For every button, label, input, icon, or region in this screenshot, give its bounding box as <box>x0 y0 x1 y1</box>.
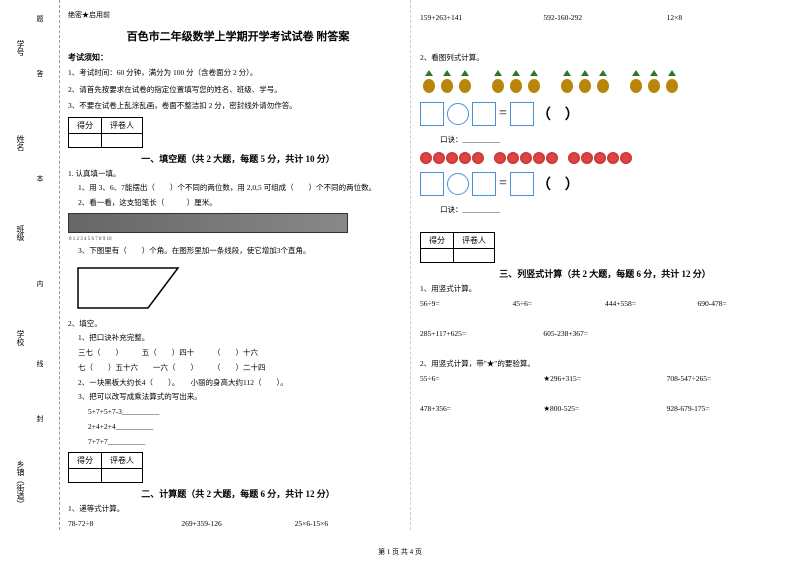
section3-title: 三、列竖式计算（共 2 大题，每题 6 分，共计 12 分） <box>420 267 790 280</box>
s2-q1-label: 1、递等式计算。 <box>68 503 408 516</box>
section1-title: 一、填空题（共 2 大题，每题 5 分，共计 10 分） <box>68 152 408 165</box>
equation-1: =（ ） <box>420 102 790 126</box>
margin-marker-0: 答 <box>35 70 45 77</box>
margin-class: 班级 <box>15 225 26 241</box>
s3-row3: 55÷6= ★296+315= 708-547÷265= <box>420 374 790 383</box>
page-footer: 第 1 页 共 4 页 <box>0 547 800 557</box>
margin-name: 姓名 <box>15 135 26 151</box>
s3-row2: 285+117+625= 605-238+367= <box>420 329 790 338</box>
koushu-1: 口诀：__________ <box>420 134 790 147</box>
q2-expr1: 5+7+5+7-3__________ <box>68 406 408 419</box>
score-table-1: 得分评卷人 <box>68 117 143 148</box>
instruction-2: 2、请首先按要求在试卷的指定位置填写您的姓名、班级、学号。 <box>68 83 408 97</box>
margin-township: 乡镇（街道） <box>15 460 26 508</box>
margin-marker-1: 本 <box>35 175 45 182</box>
confidential-label: 绝密★启用前 <box>68 10 408 20</box>
q2-label: 2、填空。 <box>68 318 408 331</box>
q2-expr2: 2+4+2+4__________ <box>68 421 408 434</box>
q1-3: 3、下图里有（ ）个角。在图形里加一条线段，使它增加3个直角。 <box>68 245 408 258</box>
margin-marker-3: 线 <box>35 360 45 367</box>
equation-2: =（ ） <box>420 172 790 196</box>
score-col2: 评卷人 <box>102 117 143 133</box>
q1-1: 1、用 3、6、7能摆出（ ）个不同的两位数，用 2,0,5 可组成（ ）个不同… <box>68 182 408 195</box>
s3-row4: 478+356= ★800-525= 928-679-175= <box>420 404 790 413</box>
instruction-1: 1、考试时间：60 分钟，满分为 100 分（含卷面分 2 分）。 <box>68 66 408 80</box>
score-col1: 得分 <box>69 117 102 133</box>
koushu-2: 口诀：__________ <box>420 204 790 217</box>
ruler-image: 0 1 2 3 4 5 6 7 8 9 10 <box>68 213 348 233</box>
exam-title: 百色市二年级数学上学期开学考试试卷 附答案 <box>68 28 408 44</box>
margin-student-id: 学号 <box>15 40 26 56</box>
trapezoid-shape <box>68 263 408 313</box>
left-column: 绝密★启用前 百色市二年级数学上学期开学考试试卷 附答案 考试须知： 1、考试时… <box>68 10 408 531</box>
calc-row2: 159+263+141 592-160-292 12×8 <box>420 13 790 22</box>
score-table-3: 得分评卷人 <box>420 232 495 263</box>
apple-groups <box>420 152 790 164</box>
right-column: 159+263+141 592-160-292 12×8 2、看图列式计算。 =… <box>420 10 790 416</box>
section2-title: 二、计算题（共 2 大题，每题 6 分，共计 12 分） <box>68 487 408 500</box>
ruler-marks: 0 1 2 3 4 5 6 7 8 9 10 <box>69 237 347 242</box>
q2-expr3: 7+7+7__________ <box>68 436 408 449</box>
instruction-3: 3、不要在试卷上乱涂乱画，卷面不整洁扣 2 分，密封线外请勿作答。 <box>68 99 408 113</box>
s3-row1: 56÷9= 45÷6= 444+558= 690-478= <box>420 299 790 308</box>
margin-marker-2: 内 <box>35 280 45 287</box>
q2-3: 3、把可以改写成乘法算式的写出来。 <box>68 391 408 404</box>
s2-q2-label: 2、看图列式计算。 <box>420 52 790 65</box>
q2-row1: 三七（ ） 五（ ）四十 （ ）十六 <box>68 347 408 360</box>
margin-marker-4: 封 <box>35 415 45 422</box>
q2-row2: 七（ ）五十六 一六（ ） （ ）二十四 <box>68 362 408 375</box>
notice-label: 考试须知： <box>68 52 408 63</box>
q2-1: 1、把口诀补充完整。 <box>68 332 408 345</box>
s3-q2-label: 2、用竖式计算，带"★"的要验算。 <box>420 358 790 371</box>
s3-q1-label: 1、用竖式计算。 <box>420 283 790 296</box>
calc-row1: 78-72÷8 269+359-126 25×6-15×6 <box>68 519 408 528</box>
margin-right-label: 题 <box>35 15 45 22</box>
score-table-2: 得分评卷人 <box>68 452 143 483</box>
q1-2: 2、看一看，这支铅笔长（ ）厘米。 <box>68 197 408 210</box>
q2-2: 2、一块黑板大约长4（ ）。 小丽的身高大约112（ ）。 <box>68 377 408 390</box>
margin-school: 学校 <box>15 330 26 346</box>
q1-label: 1. 认真填一填。 <box>68 168 408 181</box>
pineapple-groups <box>420 70 790 94</box>
